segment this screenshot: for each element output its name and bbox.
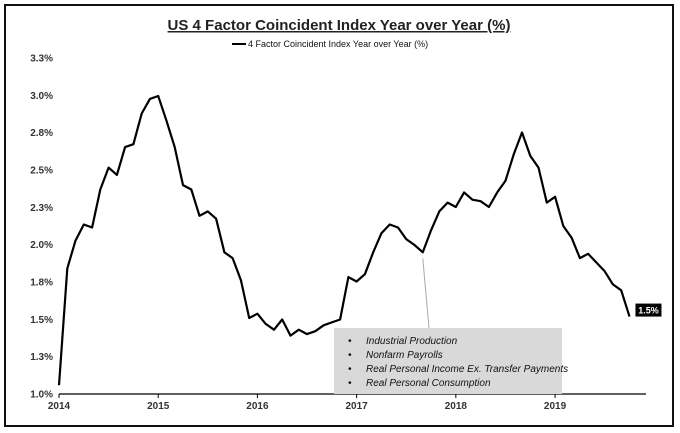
annotation-box <box>334 328 562 394</box>
line-chart: US 4 Factor Coincident Index Year over Y… <box>30 17 662 412</box>
annotation-bullet: • <box>348 336 352 347</box>
end-label-box <box>635 303 662 317</box>
y-tick-label: 1.5% <box>30 315 53 326</box>
y-tick-label: 2.0% <box>30 240 53 251</box>
annotation: • Industrial Production • Nonfarm Payrolls •… <box>334 258 568 394</box>
x-tick-label: 2014 <box>48 401 71 412</box>
x-tick-label: 2016 <box>246 401 269 412</box>
legend-label: 4 Factor Coincident Index Year over Year… <box>248 39 428 49</box>
annotation-item: Real Personal Income Ex. Transfer Paymen… <box>366 364 568 375</box>
annotation-item: Industrial Production <box>366 336 458 347</box>
annotation-item: Nonfarm Payrolls <box>366 350 443 361</box>
x-tick-label: 2017 <box>346 401 369 412</box>
y-tick-label: 1.0% <box>30 390 53 401</box>
y-tick-label: 2.3% <box>30 203 53 214</box>
x-axis: 2014 2015 2016 2017 2018 2019 <box>48 393 646 412</box>
series-line <box>57 94 631 386</box>
annotation-items: • Industrial Production • Nonfarm Payrolls •… <box>348 336 568 389</box>
y-tick-label: 2.5% <box>30 166 53 177</box>
series-layer <box>57 94 631 386</box>
annotation-item: Real Personal Consumption <box>366 378 491 389</box>
annotation-bullet: • <box>348 364 352 375</box>
chart-frame: US 4 Factor Coincident Index Year over Y… <box>4 4 674 427</box>
x-tick-label: 2015 <box>147 401 170 412</box>
x-tick-label: 2018 <box>445 401 468 412</box>
y-tick-label: 1.3% <box>30 352 53 363</box>
y-tick-label: 2.8% <box>30 128 53 139</box>
y-tick-label: 1.8% <box>30 278 53 289</box>
x-tick-label: 2019 <box>544 401 567 412</box>
end-label: 1.5% <box>638 306 659 316</box>
legend: 4 Factor Coincident Index Year over Year… <box>232 39 428 49</box>
y-axis: 1.0% 1.3% 1.5% 1.8% 2.0% 2.3% 2.5% 2.8% 3.0% 3.3% <box>30 54 53 401</box>
annotation-bullet: • <box>348 350 352 361</box>
y-tick-label: 3.0% <box>30 91 53 102</box>
annotation-pointer <box>422 258 430 329</box>
end-label-badge: 1.5% <box>635 303 662 317</box>
chart-title: US 4 Factor Coincident Index Year over Y… <box>168 17 511 34</box>
y-tick-label: 3.3% <box>30 54 53 65</box>
annotation-bullet: • <box>348 378 352 389</box>
